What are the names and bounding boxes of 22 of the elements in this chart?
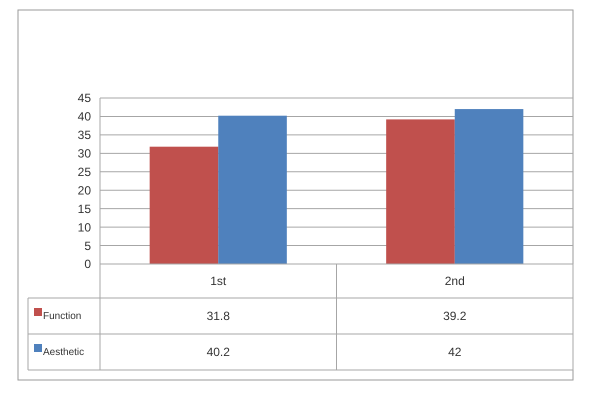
y-tick-label: 10 (78, 220, 92, 234)
x-tick-label: 1st (210, 274, 227, 288)
y-tick-label: 30 (78, 146, 92, 161)
legend-label: Function (43, 311, 82, 322)
bar (386, 119, 455, 264)
data-label: 39.2 (443, 309, 467, 324)
data-label: 42 (448, 345, 462, 360)
y-tick-label: 0 (84, 257, 92, 272)
y-tick-label: 40 (78, 110, 92, 124)
y-tick-label: 15 (78, 202, 92, 216)
y-tick-label: 25 (78, 164, 92, 179)
x-tick-label: 2nd (444, 274, 465, 288)
data-label: 31.8 (206, 309, 230, 324)
data-label: 40.2 (206, 345, 230, 360)
y-tick-label: 35 (78, 128, 92, 142)
legend-label: Aesthetic (43, 347, 84, 358)
y-tick-label: 5 (84, 238, 92, 253)
bar (218, 116, 287, 264)
bar (454, 109, 524, 264)
y-tick-label: 45 (78, 91, 92, 106)
y-tick-label: 20 (78, 183, 92, 198)
bar (150, 146, 218, 264)
